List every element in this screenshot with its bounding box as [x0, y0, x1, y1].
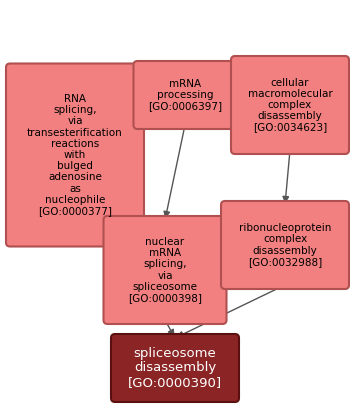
Text: ribonucleoprotein
complex
disassembly
[GO:0032988]: ribonucleoprotein complex disassembly [G… [239, 223, 331, 267]
FancyBboxPatch shape [6, 63, 144, 247]
Text: nuclear
mRNA
splicing,
via
spliceosome
[GO:0000398]: nuclear mRNA splicing, via spliceosome [… [128, 237, 202, 303]
FancyBboxPatch shape [111, 334, 239, 402]
Text: RNA
splicing,
via
transesterification
reactions
with
bulged
adenosine
as
nucleop: RNA splicing, via transesterification re… [27, 94, 123, 216]
FancyBboxPatch shape [104, 216, 226, 324]
Text: spliceosome
disassembly
[GO:0000390]: spliceosome disassembly [GO:0000390] [128, 347, 222, 389]
FancyBboxPatch shape [221, 201, 349, 289]
Text: cellular
macromolecular
complex
disassembly
[GO:0034623]: cellular macromolecular complex disassem… [248, 78, 332, 133]
FancyBboxPatch shape [133, 61, 237, 129]
Text: mRNA
processing
[GO:0006397]: mRNA processing [GO:0006397] [148, 79, 222, 111]
FancyBboxPatch shape [231, 56, 349, 154]
